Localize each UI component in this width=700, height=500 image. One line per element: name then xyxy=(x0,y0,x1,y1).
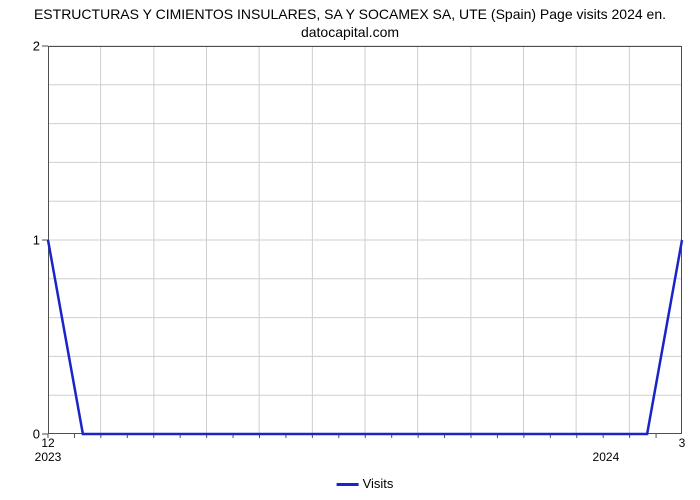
x-year-1: 2024 xyxy=(593,450,620,464)
chart-title-line1: ESTRUCTURAS Y CIMIENTOS INSULARES, SA Y … xyxy=(34,6,666,22)
x-sec-0: 12 xyxy=(41,436,54,450)
legend-label: Visits xyxy=(363,476,394,491)
x-sec-1: 3 xyxy=(679,436,686,450)
chart-title: ESTRUCTURAS Y CIMIENTOS INSULARES, SA Y … xyxy=(0,0,700,41)
y-tick-1: 1 xyxy=(33,233,40,248)
y-tick-0: 0 xyxy=(33,427,40,442)
chart-plot-area: 0 1 2 12 3 2023 2024 Visits xyxy=(48,46,682,434)
chart-title-line2: datocapital.com xyxy=(301,24,399,40)
legend-swatch xyxy=(337,483,359,486)
legend: Visits xyxy=(337,476,394,491)
y-tick-2: 2 xyxy=(33,39,40,54)
x-year-0: 2023 xyxy=(35,450,62,464)
chart-svg xyxy=(48,46,682,434)
